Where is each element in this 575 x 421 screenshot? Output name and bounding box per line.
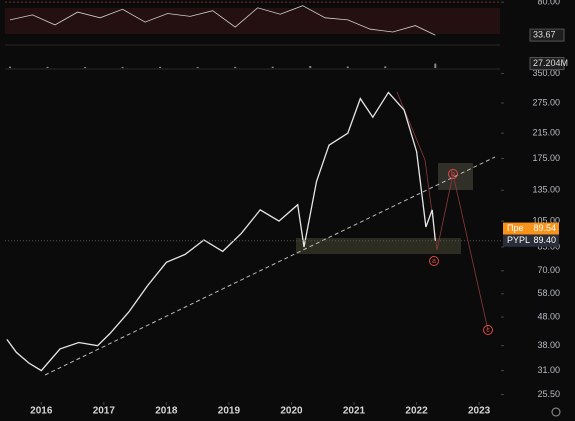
y-tick-label: 275.00 [532,97,560,107]
wave-label: c [486,327,490,334]
volume-bar [346,66,349,68]
y-tick-label: 31.00 [537,365,560,375]
wave-marker [483,325,493,335]
volume-bar [84,67,87,68]
last-price-tag [503,234,559,247]
x-tick-label: 2021 [343,406,366,417]
x-tick-label: 2019 [218,406,241,417]
price-line [9,5,436,36]
volume-bar [196,67,199,68]
y-tick-label: 175.00 [532,153,560,163]
volume-bar [159,66,162,68]
y-tick-label: 135.00 [532,185,560,195]
y-tick-label: 80.00 [537,0,560,7]
premarket-name: Пре [507,223,523,233]
y-tick-label: 215.00 [532,128,560,138]
value-tag-label: 27.204M [533,58,568,68]
price-line [6,91,436,372]
premarket-tag [503,222,559,235]
support-zone [296,238,461,254]
y-tick-label: 70.00 [537,265,560,275]
volume-bar [309,66,312,68]
volume-bar [434,63,437,68]
y-tick-label: 48.00 [537,311,560,321]
value-tag-label: 33.67 [533,29,556,39]
wave-marker [429,256,439,266]
x-tick-label: 2016 [30,406,53,417]
settings-icon[interactable] [551,407,561,417]
x-tick-label: 2018 [155,406,178,417]
y-tick-label: 350.00 [532,68,560,78]
trend-line [44,156,496,376]
value-tag [529,28,565,42]
volume-bar [271,66,274,68]
y-tick-label: 58.00 [537,288,560,298]
x-tick-label: 2017 [93,406,116,417]
last-price-label: 89.40 [533,235,556,245]
volume-bar [46,66,49,68]
volume-bar [121,67,124,68]
wave-label: b [451,171,455,178]
volume-bar [384,66,387,68]
volume-bar [234,66,237,68]
volume-bar [9,66,12,68]
x-tick-label: 2023 [468,406,491,417]
wave-label: a [432,258,436,265]
wave-marker [448,169,458,179]
y-tick-label: 105.00 [532,215,560,225]
y-tick-label: 25.50 [537,389,560,399]
last-price-name: PYPL [507,235,530,245]
y-tick-label: 38.00 [537,340,560,350]
value-tag [529,57,565,71]
premarket-price: 89.54 [533,223,556,233]
x-tick-label: 2022 [405,406,428,417]
wave-path [396,91,489,331]
x-tick-label: 2020 [280,406,303,417]
